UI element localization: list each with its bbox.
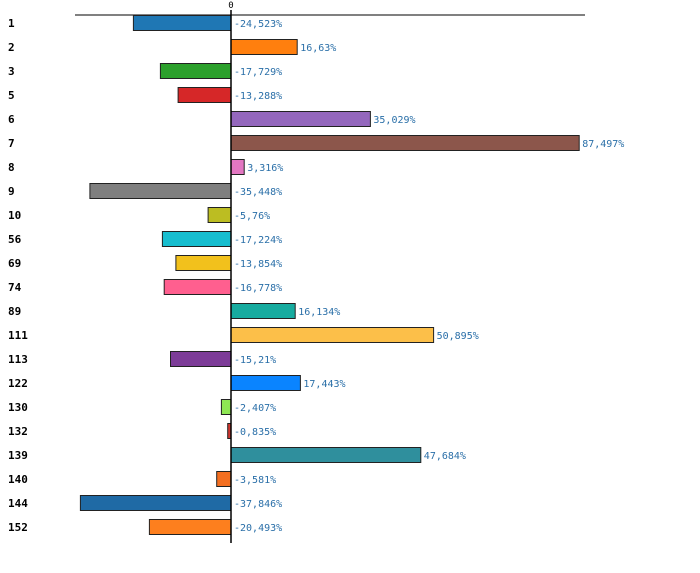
category-label-5: 5 <box>8 89 15 102</box>
bar-9 <box>89 183 232 199</box>
category-label-139: 139 <box>8 449 28 462</box>
category-label-130: 130 <box>8 401 28 414</box>
category-label-111: 111 <box>8 329 28 342</box>
value-label-132: -0,835% <box>234 427 276 438</box>
value-label-9: -35,448% <box>234 187 282 198</box>
value-label-74: -16,778% <box>234 283 282 294</box>
category-label-1: 1 <box>8 17 15 30</box>
value-label-144: -37,846% <box>234 499 282 510</box>
value-label-10: -5,76% <box>234 211 270 222</box>
value-label-8: 3,316% <box>247 163 283 174</box>
value-label-6: 35,029% <box>373 115 415 126</box>
bar-8 <box>230 159 245 175</box>
bar-74 <box>163 279 232 295</box>
bar-152 <box>148 519 232 535</box>
value-label-122: 17,443% <box>303 379 345 390</box>
value-label-89: 16,134% <box>298 307 340 318</box>
bar-122 <box>230 375 301 391</box>
bar-111 <box>230 327 435 343</box>
bar-56 <box>161 231 232 247</box>
bar-2 <box>230 39 298 55</box>
category-label-113: 113 <box>8 353 28 366</box>
bar-1 <box>132 15 232 31</box>
category-label-7: 7 <box>8 137 15 150</box>
bar-69 <box>175 255 232 271</box>
value-labels: -24,523% 16,63% -17,729% -13,288% 35,029% 87,… <box>234 19 624 534</box>
category-label-132: 132 <box>8 425 28 438</box>
category-label-69: 69 <box>8 257 21 270</box>
value-label-113: -15,21% <box>234 355 276 366</box>
value-label-140: -3,581% <box>234 475 276 486</box>
bar-140 <box>216 471 232 487</box>
category-label-3: 3 <box>8 65 15 78</box>
value-label-5: -13,288% <box>234 91 282 102</box>
category-label-56: 56 <box>8 233 22 246</box>
bar-144 <box>79 495 232 511</box>
category-labels: 1235678910566974891111131221301321391401… <box>8 17 28 534</box>
value-label-139: 47,684% <box>424 451 466 462</box>
value-label-56: -17,224% <box>234 235 282 246</box>
category-label-2: 2 <box>8 41 15 54</box>
category-label-8: 8 <box>8 161 15 174</box>
bars-group <box>79 15 580 535</box>
category-label-6: 6 <box>8 113 15 126</box>
category-label-122: 122 <box>8 377 28 390</box>
value-label-3: -17,729% <box>234 67 282 78</box>
value-label-69: -13,854% <box>234 259 282 270</box>
category-label-140: 140 <box>8 473 28 486</box>
bar-3 <box>159 63 232 79</box>
bar-89 <box>230 303 296 319</box>
bar-7 <box>230 135 580 151</box>
zero-tick-label: 0 <box>228 1 233 11</box>
category-label-10: 10 <box>8 209 21 222</box>
category-label-9: 9 <box>8 185 15 198</box>
category-label-144: 144 <box>8 497 28 510</box>
category-label-152: 152 <box>8 521 28 534</box>
bar-130 <box>220 399 232 415</box>
value-label-1: -24,523% <box>234 19 282 30</box>
bar-6 <box>230 111 371 127</box>
category-label-89: 89 <box>8 305 21 318</box>
category-label-74: 74 <box>8 281 22 294</box>
bar-10 <box>207 207 232 223</box>
value-label-7: 87,497% <box>582 139 624 150</box>
bar-5 <box>177 87 232 103</box>
bar-113 <box>170 351 232 367</box>
value-label-152: -20,493% <box>234 523 282 534</box>
value-label-130: -2,407% <box>234 403 276 414</box>
bar-139 <box>230 447 422 463</box>
value-label-2: 16,63% <box>300 43 336 54</box>
value-label-111: 50,895% <box>437 331 479 342</box>
